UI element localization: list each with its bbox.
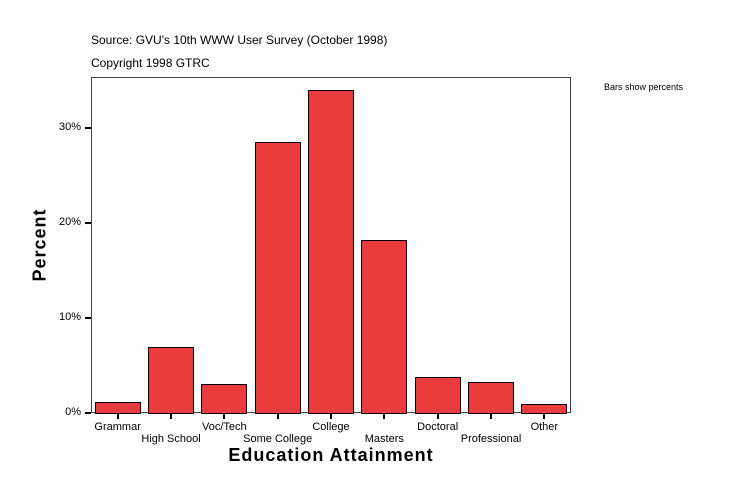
y-tick bbox=[85, 127, 91, 129]
x-tick bbox=[116, 413, 119, 419]
x-tick-label: College bbox=[312, 421, 350, 433]
bar-professional bbox=[468, 381, 514, 414]
x-tick-label: High School bbox=[141, 433, 201, 445]
x-tick bbox=[170, 413, 172, 419]
x-tick bbox=[436, 413, 439, 419]
x-tick bbox=[276, 413, 279, 419]
chart-source: Source: GVU's 10th WWW User Survey (Octo… bbox=[91, 33, 388, 47]
bar-high-school bbox=[148, 347, 194, 414]
x-tick-label: Voc/Tech bbox=[202, 421, 247, 433]
bar-voc-tech bbox=[201, 383, 248, 414]
y-tick-label: 20% bbox=[58, 216, 81, 228]
y-tick bbox=[85, 222, 91, 224]
x-tick bbox=[490, 413, 492, 419]
x-tick bbox=[543, 413, 546, 419]
bar-college bbox=[308, 90, 354, 414]
x-tick-label: Other bbox=[530, 421, 559, 433]
chart-annotation: Bars show percents bbox=[604, 82, 684, 92]
x-tick-label: Some College bbox=[243, 433, 313, 445]
bar-some-college bbox=[254, 142, 301, 414]
x-tick bbox=[330, 413, 332, 419]
x-axis-title: Education Attainment bbox=[228, 445, 434, 465]
y-axis-title: Percent bbox=[29, 208, 50, 282]
x-tick-label: Professional bbox=[460, 433, 522, 445]
chart-copyright: Copyright 1998 GTRC bbox=[91, 56, 210, 70]
y-tick bbox=[85, 412, 91, 414]
x-tick-label: Doctoral bbox=[417, 421, 459, 433]
y-tick-label: 30% bbox=[58, 121, 81, 133]
x-tick-label: Grammar bbox=[94, 421, 141, 433]
bar-doctoral bbox=[414, 376, 461, 414]
y-tick-label: 0% bbox=[65, 406, 81, 418]
x-tick-label: Masters bbox=[364, 433, 404, 445]
x-tick bbox=[223, 413, 226, 419]
y-tick bbox=[85, 317, 91, 319]
bar-masters bbox=[361, 240, 408, 414]
y-tick-label: 10% bbox=[58, 311, 81, 323]
x-tick bbox=[383, 413, 386, 419]
